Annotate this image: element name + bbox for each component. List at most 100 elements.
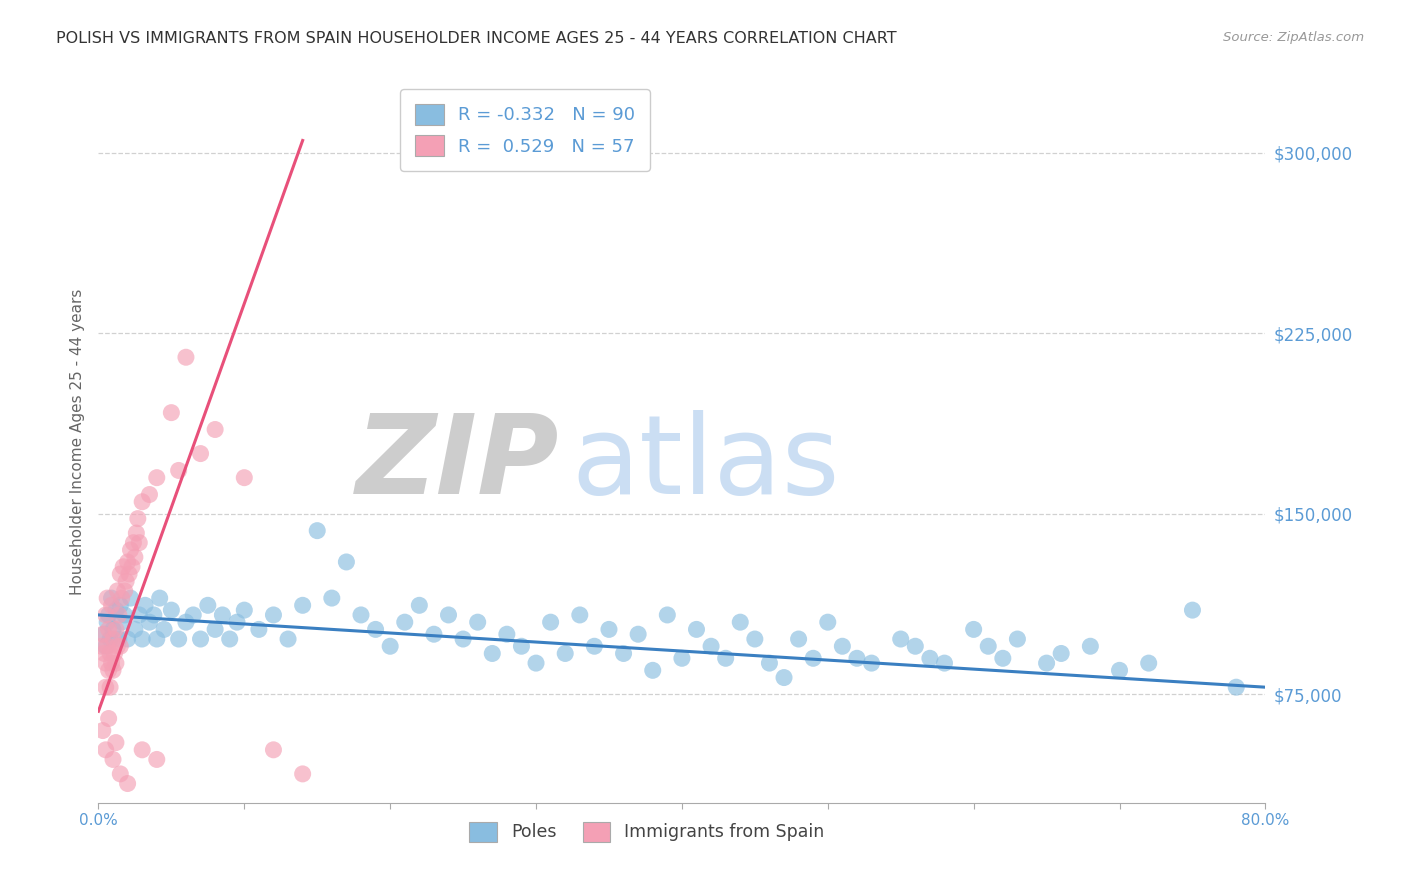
Point (700, 639, 723, 653)
Point (233, 603, 256, 617)
Point (524, 656, 547, 670)
Point (364, 623, 387, 637)
Point (138, 487, 160, 501)
Point (142, 607, 165, 622)
Point (247, 623, 270, 637)
Point (108, 632, 131, 646)
Point (115, 574, 138, 589)
Point (307, 524, 329, 538)
Point (671, 651, 693, 665)
Point (277, 632, 299, 646)
Point (977, 639, 1000, 653)
Point (112, 559, 135, 574)
Point (1181, 603, 1204, 617)
Point (467, 615, 489, 630)
Point (510, 639, 533, 653)
Point (96, 639, 118, 653)
Point (124, 623, 146, 637)
Point (627, 627, 650, 641)
Point (105, 639, 128, 653)
Point (190, 632, 212, 646)
Point (110, 767, 132, 781)
Point (860, 656, 883, 670)
Point (174, 615, 197, 630)
Point (101, 664, 124, 678)
Point (121, 559, 143, 574)
Point (117, 776, 139, 790)
Point (93, 627, 115, 641)
Point (153, 623, 176, 637)
Point (101, 632, 124, 646)
Point (744, 632, 766, 646)
Point (124, 550, 146, 565)
Point (120, 542, 142, 557)
Point (904, 639, 927, 653)
Point (122, 535, 145, 549)
Point (131, 494, 153, 508)
Point (96, 591, 118, 606)
Point (105, 583, 128, 598)
Point (174, 350, 197, 364)
Point (685, 623, 707, 637)
Point (128, 607, 150, 622)
Point (481, 647, 503, 661)
Point (233, 471, 256, 485)
Point (291, 767, 314, 781)
Point (263, 607, 285, 622)
Point (613, 647, 636, 661)
Point (496, 627, 519, 641)
Point (117, 632, 139, 646)
Point (100, 591, 122, 606)
Point (97, 623, 120, 637)
Point (263, 743, 285, 757)
Point (97, 607, 120, 622)
Point (568, 607, 591, 622)
Point (111, 591, 134, 606)
Point (110, 599, 132, 613)
Point (787, 632, 810, 646)
Point (190, 446, 212, 460)
Point (94, 639, 117, 653)
Point (104, 656, 127, 670)
Point (149, 591, 172, 606)
Point (96, 615, 118, 630)
Point (350, 607, 373, 622)
Point (94, 680, 117, 694)
Point (583, 639, 606, 653)
Y-axis label: Householder Income Ages 25 - 44 years: Householder Income Ages 25 - 44 years (69, 288, 84, 595)
Text: atlas: atlas (571, 409, 839, 516)
Point (291, 599, 314, 613)
Point (934, 656, 956, 670)
Point (962, 623, 984, 637)
Point (641, 664, 664, 678)
Point (104, 735, 127, 749)
Point (98, 632, 121, 646)
Point (90, 639, 112, 653)
Point (831, 639, 853, 653)
Point (91, 627, 114, 641)
Point (423, 627, 446, 641)
Point (94, 607, 117, 622)
Point (197, 599, 219, 613)
Point (128, 535, 150, 549)
Point (94, 656, 117, 670)
Point (114, 607, 136, 622)
Point (160, 406, 183, 420)
Point (218, 632, 240, 646)
Point (211, 607, 233, 622)
Point (117, 555, 139, 569)
Text: POLISH VS IMMIGRANTS FROM SPAIN HOUSEHOLDER INCOME AGES 25 - 44 YEARS CORRELATIO: POLISH VS IMMIGRANTS FROM SPAIN HOUSEHOL… (56, 31, 897, 46)
Point (131, 632, 153, 646)
Point (758, 656, 780, 670)
Point (1137, 656, 1160, 670)
Point (98, 647, 121, 661)
Point (101, 752, 124, 766)
Point (167, 632, 190, 646)
Point (118, 567, 141, 582)
Point (437, 607, 460, 622)
Point (110, 567, 132, 582)
Point (98, 680, 121, 694)
Point (730, 615, 752, 630)
Point (120, 591, 142, 606)
Point (108, 607, 131, 622)
